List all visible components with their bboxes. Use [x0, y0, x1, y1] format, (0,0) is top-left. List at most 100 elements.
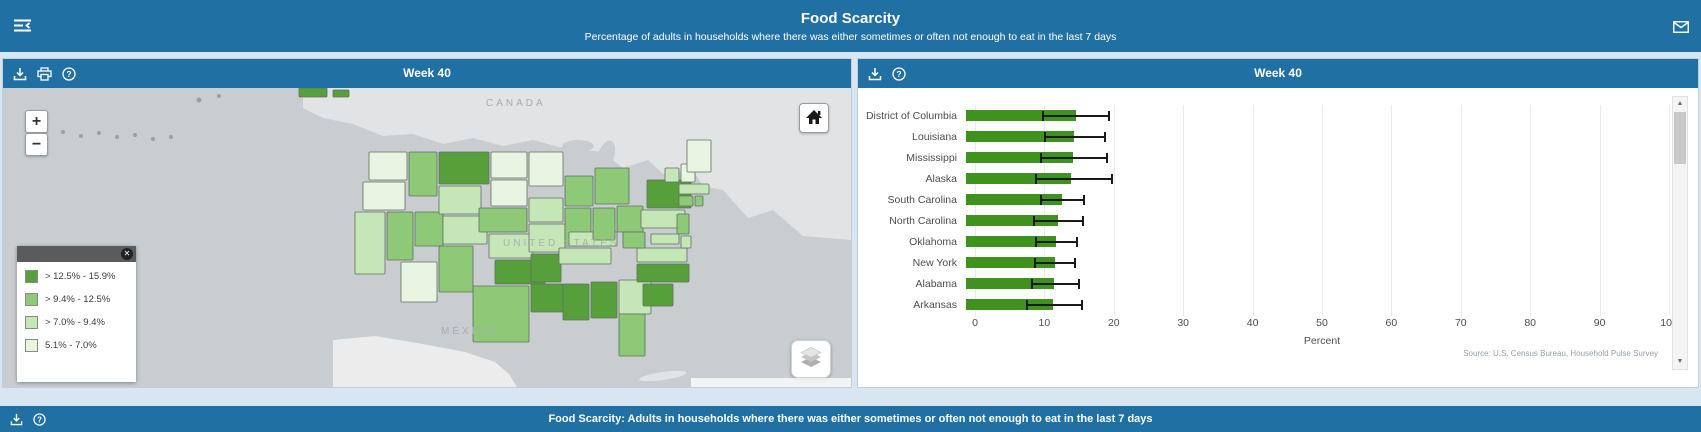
state-CA[interactable] — [354, 211, 386, 275]
mail-icon[interactable] — [1672, 20, 1690, 33]
state-OR[interactable] — [362, 181, 406, 211]
svg-text:?: ? — [37, 415, 42, 424]
state-AK[interactable] — [298, 88, 328, 98]
scrollbar-down-icon[interactable]: ▼ — [1676, 358, 1684, 365]
download-icon[interactable] — [868, 67, 882, 81]
state-AL[interactable] — [590, 281, 618, 319]
y-axis-category-label: New York — [912, 256, 957, 269]
app-header: Food Scarcity Percentage of adults in ho… — [0, 0, 1701, 52]
bar-alabama[interactable] — [966, 278, 1055, 289]
download-icon[interactable] — [13, 67, 27, 81]
state-NJ[interactable] — [676, 213, 690, 235]
state-IN[interactable] — [592, 207, 616, 241]
state-SD[interactable] — [490, 179, 528, 207]
state-AR[interactable] — [530, 253, 562, 283]
state-AZ[interactable] — [400, 261, 438, 303]
map-legend-items: > 12.5% - 15.9% > 9.4% - 12.5% > 7.0% - 9.… — [17, 262, 136, 366]
gridline — [1391, 105, 1393, 316]
error-bar-cap — [1080, 300, 1083, 310]
error-bar — [1042, 115, 1111, 117]
gridline — [1183, 105, 1185, 316]
map-zoom-out-button[interactable]: − — [25, 133, 48, 156]
state-ME[interactable] — [686, 139, 712, 173]
state-NE[interactable] — [478, 207, 528, 233]
state-MN[interactable] — [528, 151, 564, 187]
state-NM[interactable] — [438, 245, 474, 293]
state-WV[interactable] — [622, 231, 646, 249]
state-WA[interactable] — [368, 151, 408, 181]
state-VA[interactable] — [636, 247, 688, 263]
state-AK[interactable] — [332, 89, 350, 98]
help-icon[interactable]: ? — [33, 412, 46, 426]
state-CT[interactable] — [678, 195, 694, 207]
bar-new-york[interactable] — [966, 257, 1055, 268]
state-TX[interactable] — [472, 285, 530, 343]
footer-title: Food Scarcity: Adults in households wher… — [548, 413, 1153, 425]
gridline — [1252, 105, 1254, 316]
choropleth-map[interactable]: CANADA UNITED STATES MÉXICO + − ✕ > 12.5… — [3, 88, 851, 387]
state-SC[interactable] — [642, 283, 674, 307]
chart-panel-title: Week 40 — [1254, 66, 1302, 80]
state-MD[interactable] — [650, 233, 680, 245]
legend-swatch — [25, 316, 38, 329]
bar-mississippi[interactable] — [966, 152, 1073, 163]
help-icon[interactable]: ? — [892, 66, 906, 81]
error-bar-cap — [1111, 174, 1114, 184]
bar-alaska[interactable] — [966, 173, 1072, 184]
legend-label: > 9.4% - 12.5% — [45, 294, 111, 305]
gridline — [1044, 105, 1046, 316]
download-icon[interactable] — [10, 413, 23, 426]
y-axis-category-label: Mississippi — [906, 151, 957, 164]
scrollbar-thumb[interactable] — [1674, 112, 1686, 164]
state-NC[interactable] — [636, 263, 690, 283]
bar-oklahoma[interactable] — [966, 236, 1057, 247]
state-UT[interactable] — [414, 211, 444, 247]
chart-gridlines — [975, 105, 1670, 316]
state-MT[interactable] — [438, 151, 490, 185]
state-WY[interactable] — [438, 185, 482, 215]
chart-scrollbar[interactable]: ▲ ▼ — [1672, 96, 1688, 370]
bar-louisiana[interactable] — [966, 131, 1075, 142]
chart-row: South Carolina — [858, 189, 1669, 210]
legend-close-icon[interactable]: ✕ — [121, 248, 133, 260]
state-IA[interactable] — [528, 197, 564, 223]
bar-south-carolina[interactable] — [966, 194, 1063, 205]
state-ID[interactable] — [408, 151, 438, 197]
state-WI[interactable] — [564, 175, 594, 207]
legend-item: > 12.5% - 15.9% — [25, 270, 130, 283]
y-axis-category-label: South Carolina — [887, 193, 957, 206]
map-panel-header: ? Week 40 — [3, 59, 851, 88]
state-TN[interactable] — [558, 247, 612, 265]
print-icon[interactable] — [37, 66, 52, 81]
state-MA[interactable] — [678, 183, 710, 195]
state-LA[interactable] — [530, 283, 564, 313]
state-FL[interactable] — [618, 313, 646, 357]
chart-row: Alaska — [858, 168, 1669, 189]
map-basemap-layers-button[interactable] — [791, 340, 831, 378]
state-OH[interactable] — [616, 205, 644, 233]
error-bar-cap — [1034, 174, 1037, 184]
cuba-landmass — [639, 370, 687, 382]
scrollbar-up-icon[interactable]: ▲ — [1676, 100, 1684, 107]
state-MI[interactable] — [594, 167, 630, 205]
state-VT[interactable] — [664, 167, 680, 183]
help-icon[interactable]: ? — [62, 66, 76, 81]
y-axis-category-label: Louisiana — [912, 130, 957, 143]
state-ND[interactable] — [490, 151, 528, 179]
state-DE[interactable] — [680, 235, 692, 249]
bar-arkansas[interactable] — [966, 299, 1053, 310]
chart-row: Oklahoma — [858, 231, 1669, 252]
map-home-button[interactable] — [799, 103, 829, 133]
collapse-menu-icon[interactable] — [12, 17, 32, 33]
map-zoom-in-button[interactable]: + — [25, 110, 48, 133]
state-RI[interactable] — [694, 195, 704, 207]
map-legend-header: ✕ — [17, 246, 136, 262]
error-bar-cap — [1082, 195, 1085, 205]
state-NV[interactable] — [386, 211, 414, 261]
bar-north-carolina[interactable] — [966, 215, 1058, 226]
y-axis-category-label: Alabama — [915, 277, 957, 290]
bar-district-of-columbia[interactable] — [966, 110, 1077, 121]
state-MS[interactable] — [562, 283, 590, 321]
x-tick-label: 10 — [1038, 317, 1051, 329]
home-icon — [805, 109, 823, 128]
